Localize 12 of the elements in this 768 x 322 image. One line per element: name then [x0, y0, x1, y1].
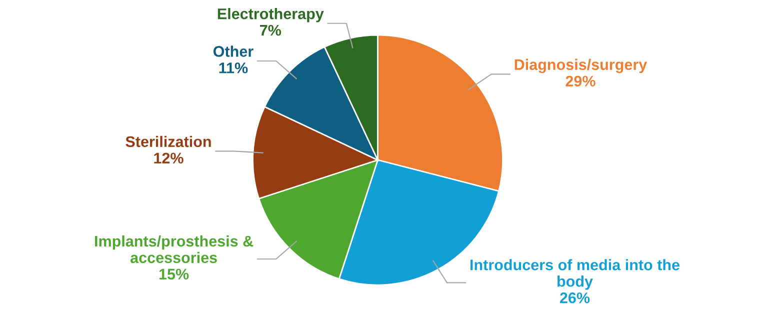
slice-label: Sterilization [126, 136, 211, 148]
data-label: 7% [260, 24, 282, 36]
slice-label: Electrotherapy [218, 8, 324, 22]
data-label: 29% [566, 76, 596, 87]
data-label: 11% [219, 62, 248, 74]
slice-label: Other [213, 46, 254, 57]
data-label: 12% [154, 152, 184, 164]
slice-label: Introducers of media into the body [470, 259, 680, 290]
data-label: 15% [159, 268, 189, 280]
slice-label: Diagnosis/surgery [514, 58, 648, 74]
slice-label: Implants/prosthesis & accessories [95, 235, 254, 264]
data-label: 26% [560, 292, 590, 304]
